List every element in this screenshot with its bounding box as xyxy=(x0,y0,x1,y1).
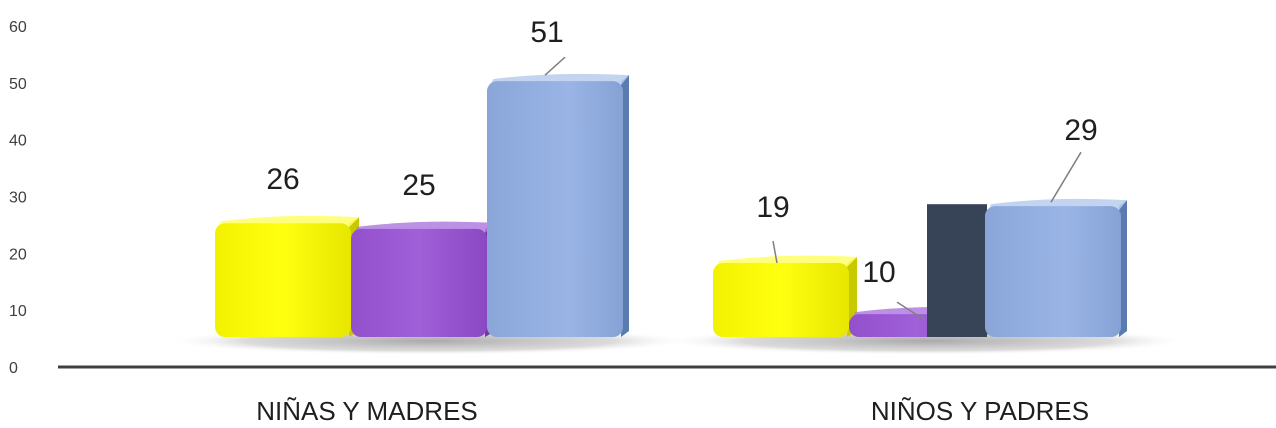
bar-front xyxy=(985,206,1121,337)
bar-front xyxy=(215,223,351,337)
bar xyxy=(215,215,359,337)
data-label: 10 xyxy=(862,256,895,289)
bar xyxy=(985,198,1127,337)
category-labels: NIÑAS Y MADRES NIÑOS Y PADRES xyxy=(256,396,1089,426)
data-label: 51 xyxy=(530,16,563,49)
leader-line xyxy=(772,240,778,264)
leader-line xyxy=(896,301,926,321)
bar-front xyxy=(351,228,487,337)
y-tick-label: 0 xyxy=(9,360,18,377)
bar-front xyxy=(713,263,849,337)
y-tick-label: 50 xyxy=(9,76,27,93)
bar xyxy=(351,221,495,337)
data-label: 25 xyxy=(402,169,435,202)
y-tick-label: 10 xyxy=(9,303,27,320)
data-label: 26 xyxy=(266,163,299,196)
category-label: NIÑOS Y PADRES xyxy=(871,396,1089,426)
data-label: 29 xyxy=(1064,114,1097,147)
bars xyxy=(215,73,1127,338)
y-tick-label: 60 xyxy=(9,19,27,36)
y-tick-label: 20 xyxy=(9,246,27,263)
y-axis: 0 10 20 30 40 50 60 xyxy=(9,19,27,377)
bar-back-panel xyxy=(927,204,987,337)
bar-front xyxy=(487,81,623,338)
leader-line xyxy=(544,56,566,76)
leader-line xyxy=(1050,151,1082,203)
data-labels: 26 25 51 19 10 29 xyxy=(266,16,1098,321)
bar xyxy=(713,255,857,337)
y-tick-label: 30 xyxy=(9,190,27,207)
bar xyxy=(487,73,629,338)
category-label: NIÑAS Y MADRES xyxy=(256,396,478,426)
y-tick-label: 40 xyxy=(9,133,27,150)
data-label: 19 xyxy=(756,191,789,224)
